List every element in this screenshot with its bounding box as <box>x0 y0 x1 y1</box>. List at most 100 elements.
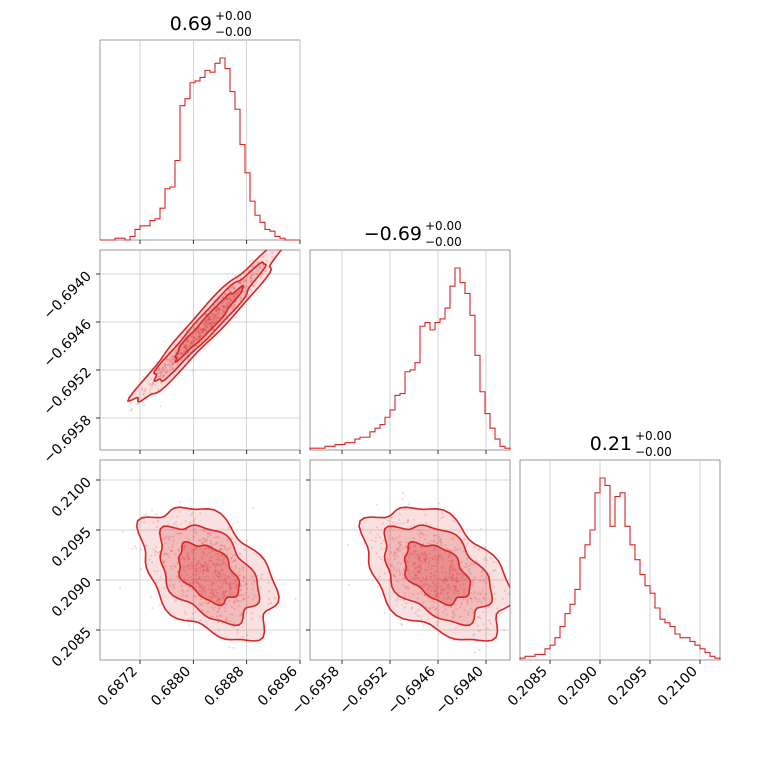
sample-point <box>181 594 184 597</box>
sample-point <box>455 607 458 611</box>
sample-point <box>227 300 230 303</box>
sample-point <box>435 593 438 596</box>
sample-point <box>216 309 219 312</box>
sample-point <box>418 583 421 586</box>
sample-point <box>425 574 428 578</box>
sample-point <box>436 623 439 626</box>
sample-point <box>478 648 481 652</box>
sample-point <box>396 548 399 551</box>
sample-point <box>397 547 400 551</box>
sample-point <box>452 588 455 591</box>
sample-point <box>197 581 200 585</box>
sample-point <box>171 362 175 365</box>
sample-point <box>417 557 420 560</box>
sample-point <box>173 564 176 567</box>
sample-point <box>412 550 415 554</box>
sample-point <box>205 569 208 572</box>
sample-point <box>143 389 146 392</box>
sample-point <box>407 503 410 506</box>
sample-point <box>239 588 243 592</box>
sample-point <box>205 325 208 328</box>
sample-point <box>214 569 217 572</box>
sample-point <box>444 608 447 611</box>
sample-point <box>212 312 215 315</box>
sample-point <box>174 349 177 352</box>
sample-point <box>141 387 144 390</box>
sample-point <box>439 554 442 557</box>
sample-point <box>414 567 417 570</box>
sample-point <box>185 348 188 352</box>
sample-point <box>192 580 195 583</box>
sample-point <box>218 607 221 610</box>
sample-point <box>214 313 217 316</box>
sample-point <box>245 285 248 288</box>
sample-point <box>232 601 236 604</box>
sample-point <box>442 610 445 613</box>
sample-point <box>232 297 235 300</box>
sample-point <box>219 564 222 567</box>
sample-point <box>434 590 437 593</box>
sample-point <box>228 583 231 586</box>
sample-point <box>186 589 189 593</box>
sample-point <box>221 554 224 558</box>
sample-point <box>467 569 470 572</box>
x-tick-label: 0.6888 <box>202 664 248 710</box>
sample-point <box>198 335 201 338</box>
sample-point <box>143 521 146 524</box>
sample-point <box>392 538 395 541</box>
sample-point <box>267 581 270 584</box>
sample-point <box>217 601 220 604</box>
sample-point <box>142 376 145 379</box>
sample-point <box>424 554 428 557</box>
sample-point <box>220 563 224 566</box>
sample-point <box>228 547 231 550</box>
sample-point <box>202 323 205 326</box>
sample-point <box>451 559 454 562</box>
sample-point <box>221 309 224 312</box>
y-tick-label: 0.2085 <box>49 625 95 671</box>
sample-point <box>245 279 248 282</box>
sample-point <box>217 575 221 579</box>
sample-point <box>211 315 214 319</box>
sample-point <box>454 546 457 549</box>
sample-point <box>203 329 207 332</box>
sample-point <box>170 355 173 358</box>
sample-point <box>423 551 426 554</box>
sample-point <box>240 613 243 616</box>
sample-point <box>418 529 421 532</box>
sample-point <box>201 331 204 334</box>
sample-point <box>207 315 210 318</box>
sample-point <box>431 606 434 609</box>
sample-point <box>165 363 168 366</box>
sample-point <box>216 307 219 310</box>
sample-point <box>218 548 222 551</box>
sample-point <box>151 607 154 610</box>
sample-point <box>215 553 218 556</box>
sample-point <box>201 537 204 540</box>
sample-point <box>228 296 232 299</box>
sample-point <box>187 340 190 343</box>
sample-point <box>165 371 168 374</box>
sample-point <box>402 584 405 587</box>
sample-point <box>210 542 213 545</box>
sample-point <box>188 586 191 589</box>
sample-point <box>229 594 232 597</box>
sample-point <box>437 559 440 562</box>
sample-point <box>225 603 228 606</box>
sample-point <box>200 584 204 587</box>
sample-point <box>223 306 226 309</box>
sample-point <box>159 371 162 375</box>
sample-point <box>188 538 191 541</box>
sample-point <box>167 363 170 366</box>
sample-point <box>419 566 422 569</box>
sample-point <box>198 589 202 592</box>
sample-point <box>191 564 195 567</box>
sample-point <box>194 574 197 577</box>
sample-point <box>433 589 436 593</box>
sample-point <box>412 571 415 574</box>
sample-point <box>215 540 218 544</box>
sample-point <box>472 578 475 581</box>
y-tick-label: −0.6946 <box>41 316 95 370</box>
sample-point <box>227 297 230 300</box>
sample-point <box>203 537 206 540</box>
